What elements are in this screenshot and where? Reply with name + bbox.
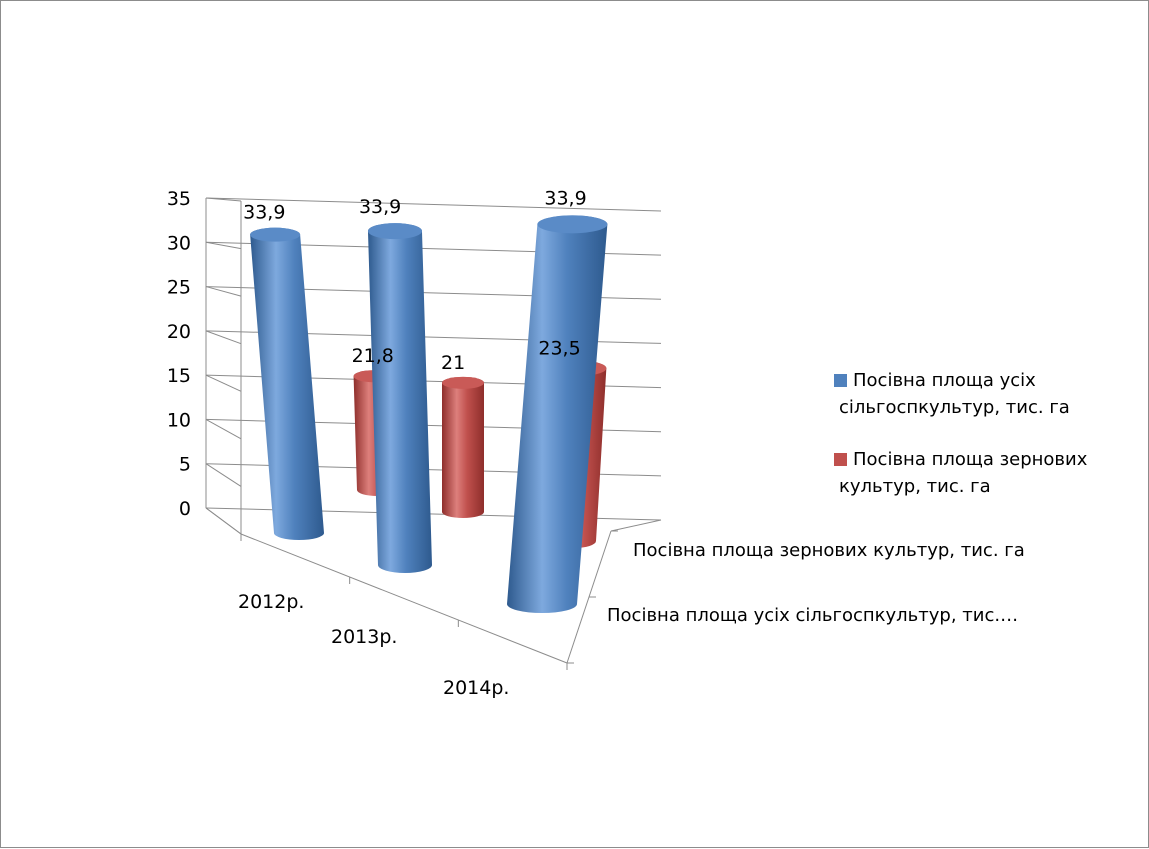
y-tick-label: 30 <box>167 232 191 254</box>
legend-label: Посівна площа усіх <box>853 370 1036 391</box>
y-tick-label: 10 <box>167 409 191 431</box>
cylinder-top <box>442 376 484 389</box>
legend-swatch <box>834 374 847 387</box>
gridline-back <box>205 197 662 212</box>
legend-swatch <box>834 453 847 466</box>
category-axis-line <box>240 533 568 664</box>
y-tick-label: 25 <box>167 277 191 299</box>
gridline-side <box>205 418 242 440</box>
gridline-side <box>205 286 242 297</box>
depth-axis-label: Посівна площа усіх сільгоспкультур, тис.… <box>607 605 1018 626</box>
legend-label: Посівна площа зернових <box>853 449 1088 470</box>
cylinder-top <box>537 215 608 234</box>
cylinder-body <box>442 376 484 518</box>
legend-label: культур, тис. га <box>839 476 991 497</box>
y-tick-label: 15 <box>167 365 191 387</box>
gridline-side <box>205 197 242 202</box>
gridline-side <box>205 463 242 487</box>
data-label-all-crops: 33,9 <box>243 202 285 224</box>
y-tick-label: 35 <box>167 188 191 210</box>
gridline-side <box>205 241 242 250</box>
legend-item-1: Посівна площа зернових культур, тис. га <box>834 449 1088 497</box>
cylinder-body <box>250 227 324 541</box>
bar-all-crops-0 <box>250 227 324 541</box>
bar-grain-1 <box>442 376 484 518</box>
y-tick-label: 5 <box>179 454 191 476</box>
data-label-grain: 21,8 <box>352 345 394 367</box>
bar-all-crops-1 <box>367 223 432 573</box>
cylinder-body <box>507 215 608 613</box>
legend-item-0: Посівна площа усіх сільгоспкультур, тис. … <box>834 370 1070 418</box>
cylinder-top <box>250 227 301 242</box>
gridline-side <box>205 374 242 392</box>
depth-axis-label: Посівна площа зернових культур, тис. га <box>633 540 1025 561</box>
floor-edge <box>610 519 662 532</box>
y-tick-label: 0 <box>179 498 191 520</box>
gridline-side <box>205 330 242 345</box>
cylinder-top <box>367 223 422 240</box>
category-label: 2013р. <box>331 626 397 648</box>
data-label-grain: 23,5 <box>538 337 580 359</box>
data-label-all-crops: 33,9 <box>359 196 401 218</box>
category-label: 2014р. <box>443 677 509 699</box>
data-label-all-crops: 33,9 <box>544 187 586 209</box>
bar-all-crops-2 <box>507 215 608 613</box>
data-label-grain: 21 <box>441 352 465 374</box>
floor-edge-left <box>205 507 242 535</box>
legend-label: сільгоспкультур, тис. га <box>839 397 1070 418</box>
y-tick-label: 20 <box>167 321 191 343</box>
cylinder-body <box>367 223 432 573</box>
category-label: 2012р. <box>238 591 304 613</box>
